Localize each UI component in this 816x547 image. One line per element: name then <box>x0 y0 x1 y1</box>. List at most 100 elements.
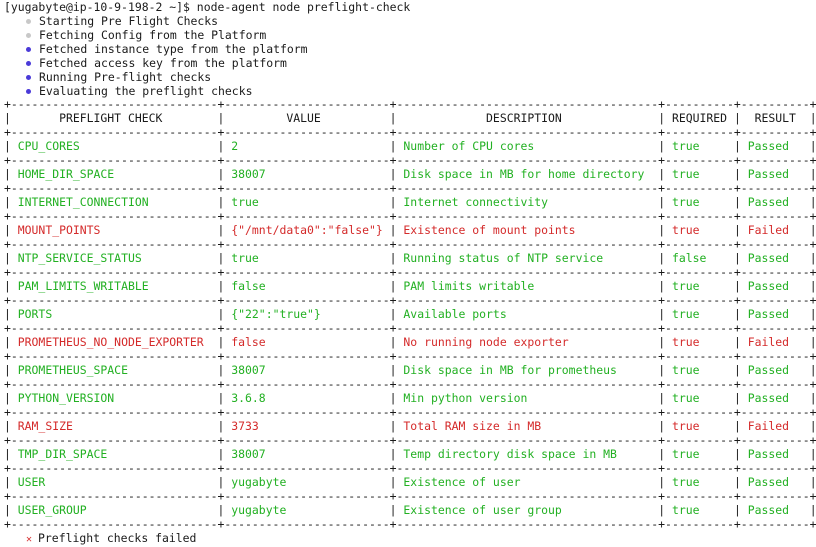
cell: Failed <box>740 335 810 349</box>
cell: true <box>665 419 734 433</box>
table-row: | INTERNET_CONNECTION | true | Internet … <box>4 195 816 209</box>
column-separator: | <box>217 503 225 517</box>
cell: TMP_DIR_SPACE <box>10 447 218 461</box>
column-separator: | <box>658 223 666 237</box>
cell: Passed <box>740 475 810 489</box>
table-border: +------------------------------+--------… <box>4 265 816 279</box>
column-separator: | <box>809 139 816 153</box>
cell: true <box>665 167 734 181</box>
table-border: +------------------------------+--------… <box>4 349 816 363</box>
column-separator: | <box>733 335 741 349</box>
cell: Failed <box>740 223 810 237</box>
cell: DESCRIPTION <box>396 111 659 125</box>
column-separator: | <box>217 195 225 209</box>
column-separator: | <box>809 279 816 293</box>
cell: Passed <box>740 307 810 321</box>
column-separator: | <box>4 307 11 321</box>
cell: Passed <box>740 447 810 461</box>
cell: true <box>665 391 734 405</box>
cell: true <box>665 447 734 461</box>
column-separator: | <box>4 139 11 153</box>
column-separator: | <box>389 279 397 293</box>
column-separator: | <box>389 167 397 181</box>
column-separator: | <box>389 251 397 265</box>
column-separator: | <box>809 251 816 265</box>
cell: 3.6.8 <box>224 391 390 405</box>
cell: false <box>224 335 390 349</box>
cell: Passed <box>740 503 810 517</box>
cell: Passed <box>740 363 810 377</box>
column-separator: | <box>658 419 666 433</box>
cell: PAM limits writable <box>396 279 659 293</box>
column-separator: | <box>809 167 816 181</box>
bullet-icon <box>26 18 31 24</box>
column-separator: | <box>389 363 397 377</box>
column-separator: | <box>733 475 741 489</box>
column-separator: | <box>4 335 11 349</box>
table-row: | PYTHON_VERSION | 3.6.8 | Min python ve… <box>4 391 816 405</box>
column-separator: | <box>809 475 816 489</box>
command-prompt: [yugabyte@ip-10-9-198-2 ~]$ node-agent n… <box>4 0 411 14</box>
cell: Failed <box>740 419 810 433</box>
column-separator: | <box>658 167 666 181</box>
cell: true <box>665 139 734 153</box>
status-text: Preflight checks failed <box>38 531 197 545</box>
table-border: +------------------------------+--------… <box>4 433 816 447</box>
cell: true <box>665 363 734 377</box>
cell: true <box>665 475 734 489</box>
bullet-icon <box>26 46 31 52</box>
column-separator: | <box>809 111 816 125</box>
column-separator: | <box>217 391 225 405</box>
cell: USER <box>10 475 218 489</box>
cell: true <box>665 223 734 237</box>
cell: true <box>665 195 734 209</box>
column-separator: | <box>4 195 11 209</box>
column-separator: | <box>658 503 666 517</box>
column-separator: | <box>389 475 397 489</box>
cell: INTERNET_CONNECTION <box>10 195 218 209</box>
column-separator: | <box>217 475 225 489</box>
column-separator: | <box>809 195 816 209</box>
column-separator: | <box>658 307 666 321</box>
column-separator: | <box>733 167 741 181</box>
table-border: +------------------------------+--------… <box>4 517 816 531</box>
table-border: +------------------------------+--------… <box>4 489 816 503</box>
step-item: Fetched instance type from the platform <box>4 42 308 56</box>
column-separator: | <box>809 307 816 321</box>
table-row: | USER | yugabyte | Existence of user | … <box>4 475 816 489</box>
cell: REQUIRED <box>665 111 734 125</box>
x-mark-icon: ✕ <box>26 534 33 545</box>
column-separator: | <box>809 447 816 461</box>
table-row: | RAM_SIZE | 3733 | Total RAM size in MB… <box>4 419 816 433</box>
cell: true <box>224 195 390 209</box>
table-row: | NTP_SERVICE_STATUS | true | Running st… <box>4 251 816 265</box>
step-text: Fetched access key from the platform <box>39 56 287 70</box>
cell: CPU_CORES <box>10 139 218 153</box>
table-row: | TMP_DIR_SPACE | 38007 | Temp directory… <box>4 447 816 461</box>
step-text: Fetching Config from the Platform <box>39 28 267 42</box>
column-separator: | <box>217 139 225 153</box>
cell: Passed <box>740 251 810 265</box>
column-separator: | <box>4 447 11 461</box>
cell: PROMETHEUS_NO_NODE_EXPORTER <box>10 335 218 349</box>
cell: true <box>665 279 734 293</box>
cell: MOUNT_POINTS <box>10 223 218 237</box>
table-border: +------------------------------+--------… <box>4 377 816 391</box>
column-separator: | <box>4 475 11 489</box>
cell: PORTS <box>10 307 218 321</box>
cell: HOME_DIR_SPACE <box>10 167 218 181</box>
column-separator: | <box>809 419 816 433</box>
cell: Internet connectivity <box>396 195 659 209</box>
step-item: Evaluating the preflight checks <box>4 84 252 98</box>
column-separator: | <box>389 307 397 321</box>
column-separator: | <box>4 419 11 433</box>
column-separator: | <box>4 363 11 377</box>
column-separator: | <box>4 391 11 405</box>
column-separator: | <box>658 335 666 349</box>
table-row: | CPU_CORES | 2 | Number of CPU cores | … <box>4 139 816 153</box>
cell: true <box>224 251 390 265</box>
column-separator: | <box>4 503 11 517</box>
step-item: Starting Pre Flight Checks <box>4 14 218 28</box>
column-separator: | <box>658 475 666 489</box>
column-separator: | <box>658 391 666 405</box>
